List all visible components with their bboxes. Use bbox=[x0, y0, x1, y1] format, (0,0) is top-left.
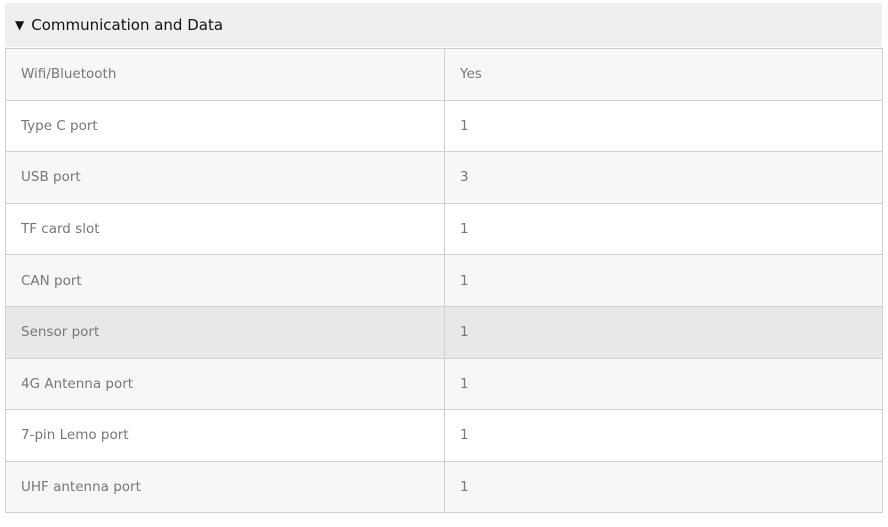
table-row: Type C port 1 bbox=[5, 99, 883, 153]
table-row: Sensor port 1 bbox=[5, 305, 883, 359]
spec-label: Wifi/Bluetooth bbox=[5, 48, 445, 101]
section-title: Communication and Data bbox=[31, 16, 224, 34]
spec-value: 3 bbox=[444, 151, 883, 204]
spec-value: 1 bbox=[444, 202, 883, 256]
spec-value: 1 bbox=[444, 460, 883, 514]
spec-value: 1 bbox=[444, 409, 883, 462]
triangle-down-icon: ▼ bbox=[15, 18, 25, 32]
spec-label: Type C port bbox=[5, 99, 445, 153]
spec-label: 7-pin Lemo port bbox=[5, 409, 445, 462]
table-row: 4G Antenna port 1 bbox=[5, 357, 883, 411]
table-row: TF card slot 1 bbox=[5, 202, 883, 256]
spec-value: 1 bbox=[444, 99, 883, 153]
spec-label: 4G Antenna port bbox=[5, 357, 445, 411]
spec-value: 1 bbox=[444, 305, 883, 359]
table-row: UHF antenna port 1 bbox=[5, 460, 883, 514]
spec-value: 1 bbox=[444, 357, 883, 411]
spec-label: UHF antenna port bbox=[5, 460, 445, 514]
spec-label: CAN port bbox=[5, 254, 445, 307]
table-row: CAN port 1 bbox=[5, 254, 883, 307]
table-row: USB port 3 bbox=[5, 151, 883, 204]
spec-value: 1 bbox=[444, 254, 883, 307]
communication-data-section: ▼ Communication and Data Wifi/Bluetooth Y… bbox=[5, 3, 883, 514]
spec-label: TF card slot bbox=[5, 202, 445, 256]
table-row: Wifi/Bluetooth Yes bbox=[5, 48, 883, 101]
section-summary-toggle[interactable]: ▼ Communication and Data bbox=[5, 3, 882, 47]
spec-value: Yes bbox=[444, 48, 883, 101]
table-row: 7-pin Lemo port 1 bbox=[5, 409, 883, 462]
spec-label: Sensor port bbox=[5, 305, 445, 359]
spec-label: USB port bbox=[5, 151, 445, 204]
spec-table: Wifi/Bluetooth Yes Type C port 1 USB port 3 TF… bbox=[5, 48, 883, 514]
